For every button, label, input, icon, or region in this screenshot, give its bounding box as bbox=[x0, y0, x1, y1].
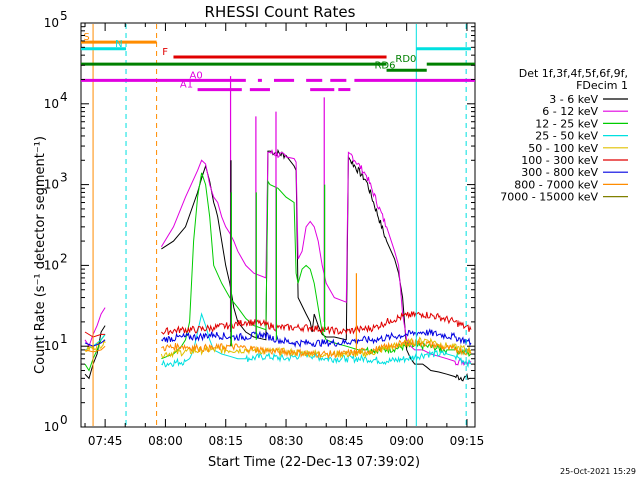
series-line-1 bbox=[84, 148, 472, 382]
legend-entry-label: 3 - 6 keV bbox=[549, 93, 598, 106]
flag-label-f: F bbox=[162, 47, 168, 58]
x-tick-label: 07:45 bbox=[88, 434, 123, 448]
x-tick-label: 09:15 bbox=[450, 434, 485, 448]
legend-entry-label: 300 - 800 keV bbox=[521, 166, 598, 179]
legend-entry-label: 100 - 300 keV bbox=[521, 154, 598, 167]
x-tick-label: 08:00 bbox=[148, 434, 183, 448]
legend-entry-label: 50 - 100 keV bbox=[528, 142, 598, 155]
y-tick-exponent: 2 bbox=[60, 251, 68, 265]
legend-entry-label: 12 - 25 keV bbox=[535, 117, 598, 130]
flag-label-n: N bbox=[115, 39, 122, 50]
y-tick-exponent: 5 bbox=[60, 9, 68, 23]
series-line-6 bbox=[84, 311, 472, 338]
legend-entry-label: 7000 - 15000 keV bbox=[500, 191, 598, 204]
flag-label-s: S bbox=[83, 32, 89, 43]
x-tick-label: 08:45 bbox=[329, 434, 364, 448]
x-tick-label: 09:00 bbox=[389, 434, 424, 448]
legend-header: FDecim 1 bbox=[576, 79, 628, 92]
spike-layer bbox=[229, 76, 357, 355]
y-tick-label: 10 bbox=[44, 178, 59, 192]
y-tick-label: 10 bbox=[44, 258, 59, 272]
plot-frame bbox=[80, 22, 476, 428]
y-tick-exponent: 0 bbox=[60, 413, 68, 427]
legend-entry-label: 25 - 50 keV bbox=[535, 130, 598, 143]
flag-label-rd0: RD0 bbox=[395, 54, 416, 65]
x-tick-label: 08:30 bbox=[269, 434, 304, 448]
attenuator-event-lines bbox=[92, 24, 467, 426]
y-tick-label: 10 bbox=[44, 420, 59, 434]
y-tick-label: 10 bbox=[44, 16, 59, 30]
legend-header: Det 1f,3f,4f,5f,6f,9f, bbox=[519, 67, 628, 80]
series-layer bbox=[84, 148, 472, 382]
flag-label-rd6: RD6 bbox=[374, 60, 395, 71]
y-axis-label: Count Rate (s⁻¹ detector segment⁻¹) bbox=[33, 136, 48, 374]
y-tick-label: 10 bbox=[44, 339, 59, 353]
chart-title: RHESSI Count Rates bbox=[205, 3, 356, 21]
y-tick-exponent: 3 bbox=[60, 171, 68, 185]
flag-label-a0: A0 bbox=[190, 70, 203, 81]
legend-entry-label: 6 - 12 keV bbox=[542, 105, 598, 118]
series-line-4 bbox=[84, 312, 472, 369]
timestamp: 25-Oct-2021 15:29 bbox=[560, 467, 636, 476]
legend-entry-label: 800 - 7000 keV bbox=[514, 178, 598, 191]
series-line-7 bbox=[84, 328, 472, 348]
y-tick-exponent: 1 bbox=[60, 332, 68, 346]
x-tick-label: 08:15 bbox=[208, 434, 243, 448]
flag-label-a1: A1 bbox=[180, 80, 193, 91]
plot-border bbox=[80, 22, 476, 428]
x-axis-label: Start Time (22-Dec-13 07:39:02) bbox=[208, 455, 420, 470]
legend: Det 1f,3f,4f,5f,6f,9f,FDecim 13 - 6 keV6… bbox=[500, 67, 628, 204]
y-tick-label: 10 bbox=[44, 97, 59, 111]
series-line-8 bbox=[84, 338, 472, 360]
y-tick-exponent: 4 bbox=[60, 90, 68, 104]
